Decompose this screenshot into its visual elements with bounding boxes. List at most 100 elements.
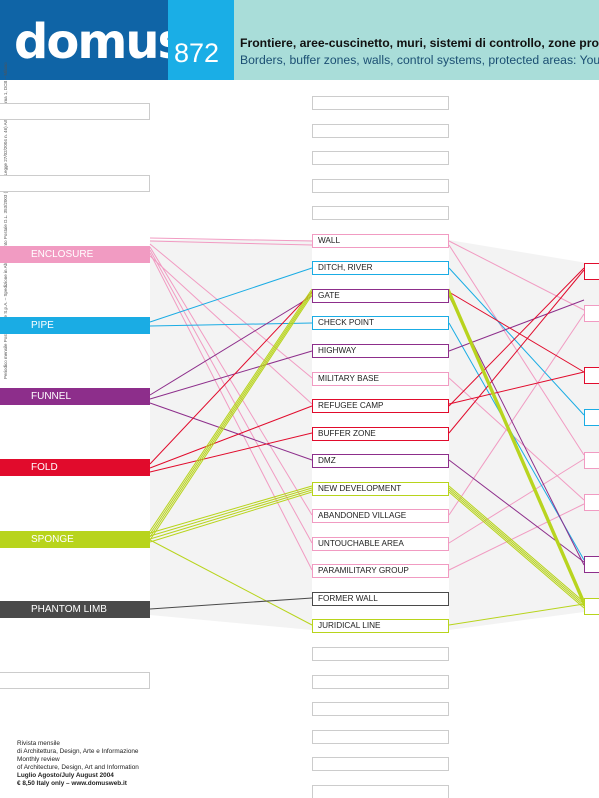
logo-block: domus [0, 0, 186, 80]
left-empty-box [0, 175, 150, 192]
connection-line [149, 539, 313, 626]
item-ditch-river: DITCH, RIVER [312, 261, 449, 275]
connection-line [149, 402, 313, 461]
connection-line [448, 485, 585, 603]
connection-line [149, 489, 313, 540]
right-box [584, 305, 599, 322]
connection-line [448, 291, 585, 373]
center-empty-box [312, 785, 449, 798]
connection-line [448, 269, 585, 434]
item-check-point: CHECK POINT [312, 316, 449, 330]
connection-line [448, 290, 585, 603]
connection-line [149, 485, 313, 534]
connection-line [448, 294, 585, 607]
center-empty-box [312, 647, 449, 661]
center-empty-box [312, 124, 449, 138]
center-empty-box [312, 96, 449, 110]
connection-line [149, 267, 313, 323]
connection-line [149, 295, 313, 396]
connection-line [149, 243, 313, 379]
cover-footer: Rivista mensile di Architettura, Design,… [17, 740, 217, 788]
right-box [584, 263, 599, 280]
connection-line [149, 240, 313, 246]
item-juridical-line: JURIDICAL LINE [312, 619, 449, 633]
right-box [584, 494, 599, 511]
connection-line [149, 322, 313, 327]
connection-line [149, 255, 313, 405]
connection-line [149, 294, 313, 541]
item-military-base: MILITARY BASE [312, 372, 449, 386]
connection-line [448, 267, 585, 407]
left-empty-box [0, 672, 150, 689]
item-paramilitary-group: PARAMILITARY GROUP [312, 564, 449, 578]
connection-line [149, 491, 313, 543]
connection-line [448, 244, 585, 456]
item-buffer-zone: BUFFER ZONE [312, 427, 449, 441]
center-empty-box [312, 730, 449, 744]
right-box [584, 598, 599, 615]
right-box [584, 556, 599, 573]
connection-line [149, 291, 313, 465]
connection-line [448, 458, 585, 544]
center-empty-box [312, 151, 449, 165]
category-sponge: SPONGE [0, 531, 150, 548]
item-gate: GATE [312, 289, 449, 303]
connection-line [149, 487, 313, 537]
connection-line [149, 290, 313, 535]
connection-line [149, 237, 313, 242]
category-funnel: FUNNEL [0, 388, 150, 405]
connection-line [149, 432, 313, 473]
connection-line [448, 503, 585, 571]
footer-line: Monthly review [17, 756, 60, 763]
category-phantom-limb: PHANTOM LIMB [0, 601, 150, 618]
center-empty-box [312, 206, 449, 220]
title-english: Borders, buffer zones, walls, control sy… [240, 53, 599, 67]
item-untouchable-area: UNTOUCHABLE AREA [312, 537, 449, 551]
domus-logo: domus [14, 14, 186, 70]
item-wall: WALL [312, 234, 449, 248]
connection-line [448, 313, 585, 516]
item-highway: HIGHWAY [312, 344, 449, 358]
left-empty-box [0, 103, 150, 120]
connection-line [149, 405, 313, 469]
item-dmz: DMZ [312, 454, 449, 468]
category-fold: FOLD [0, 459, 150, 476]
connection-line [448, 371, 585, 405]
right-box [584, 452, 599, 469]
connection-line [448, 267, 585, 416]
connection-line [149, 252, 313, 571]
right-box [584, 367, 599, 384]
connection-line [149, 288, 313, 532]
item-refugee-camp: REFUGEE CAMP [312, 399, 449, 413]
connection-line [448, 292, 585, 605]
connection-line [448, 240, 585, 311]
item-new-development: NEW DEVELOPMENT [312, 482, 449, 496]
footer-line: Rivista mensile [17, 740, 60, 747]
center-empty-box [312, 702, 449, 716]
footer-line: di Architettura, Design, Arte e Informaz… [17, 748, 139, 755]
connection-line [448, 459, 585, 563]
category-pipe: PIPE [0, 317, 150, 334]
issue-number: 872 [174, 38, 220, 68]
connection-line [448, 491, 585, 609]
center-empty-box [312, 757, 449, 771]
masthead: domus 872 Frontiere, aree-cuscinetto, mu… [0, 0, 599, 80]
footer-line: Luglio Agosto/July August 2004 [17, 772, 114, 779]
item-abandoned-village: ABANDONED VILLAGE [312, 509, 449, 523]
issue-block: 872 [168, 0, 234, 80]
center-empty-box [312, 179, 449, 193]
category-enclosure: ENCLOSURE [0, 246, 150, 263]
connection-line [149, 246, 313, 516]
connection-line [448, 489, 585, 607]
connection-line [149, 350, 313, 400]
center-empty-box [312, 675, 449, 689]
connection-line [149, 292, 313, 538]
connection-line [149, 597, 313, 610]
title-block: Frontiere, aree-cuscinetto, muri, sistem… [234, 0, 599, 80]
connection-line [448, 288, 585, 601]
connection-line [448, 603, 585, 626]
right-box [584, 409, 599, 426]
item-former-wall: FORMER WALL [312, 592, 449, 606]
